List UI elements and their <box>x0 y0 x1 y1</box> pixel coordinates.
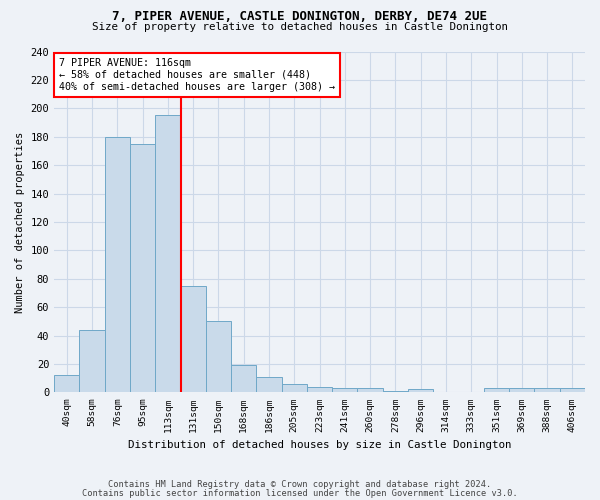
Bar <box>408 390 433 392</box>
Y-axis label: Number of detached properties: Number of detached properties <box>15 132 25 312</box>
Text: 7 PIPER AVENUE: 116sqm
← 58% of detached houses are smaller (448)
40% of semi-de: 7 PIPER AVENUE: 116sqm ← 58% of detached… <box>59 58 335 92</box>
Bar <box>54 376 79 392</box>
Bar <box>181 286 206 393</box>
Bar <box>560 388 585 392</box>
Bar <box>79 330 105 392</box>
Bar <box>130 144 155 392</box>
Bar <box>383 391 408 392</box>
X-axis label: Distribution of detached houses by size in Castle Donington: Distribution of detached houses by size … <box>128 440 511 450</box>
Text: Contains public sector information licensed under the Open Government Licence v3: Contains public sector information licen… <box>82 488 518 498</box>
Bar <box>535 388 560 392</box>
Bar <box>256 376 281 392</box>
Text: Contains HM Land Registry data © Crown copyright and database right 2024.: Contains HM Land Registry data © Crown c… <box>109 480 491 489</box>
Bar <box>358 388 383 392</box>
Bar <box>307 386 332 392</box>
Bar <box>509 388 535 392</box>
Bar <box>231 366 256 392</box>
Text: Size of property relative to detached houses in Castle Donington: Size of property relative to detached ho… <box>92 22 508 32</box>
Bar <box>105 136 130 392</box>
Text: 7, PIPER AVENUE, CASTLE DONINGTON, DERBY, DE74 2UE: 7, PIPER AVENUE, CASTLE DONINGTON, DERBY… <box>113 10 487 23</box>
Bar <box>484 388 509 392</box>
Bar <box>155 116 181 392</box>
Bar <box>332 388 358 392</box>
Bar <box>206 322 231 392</box>
Bar <box>281 384 307 392</box>
